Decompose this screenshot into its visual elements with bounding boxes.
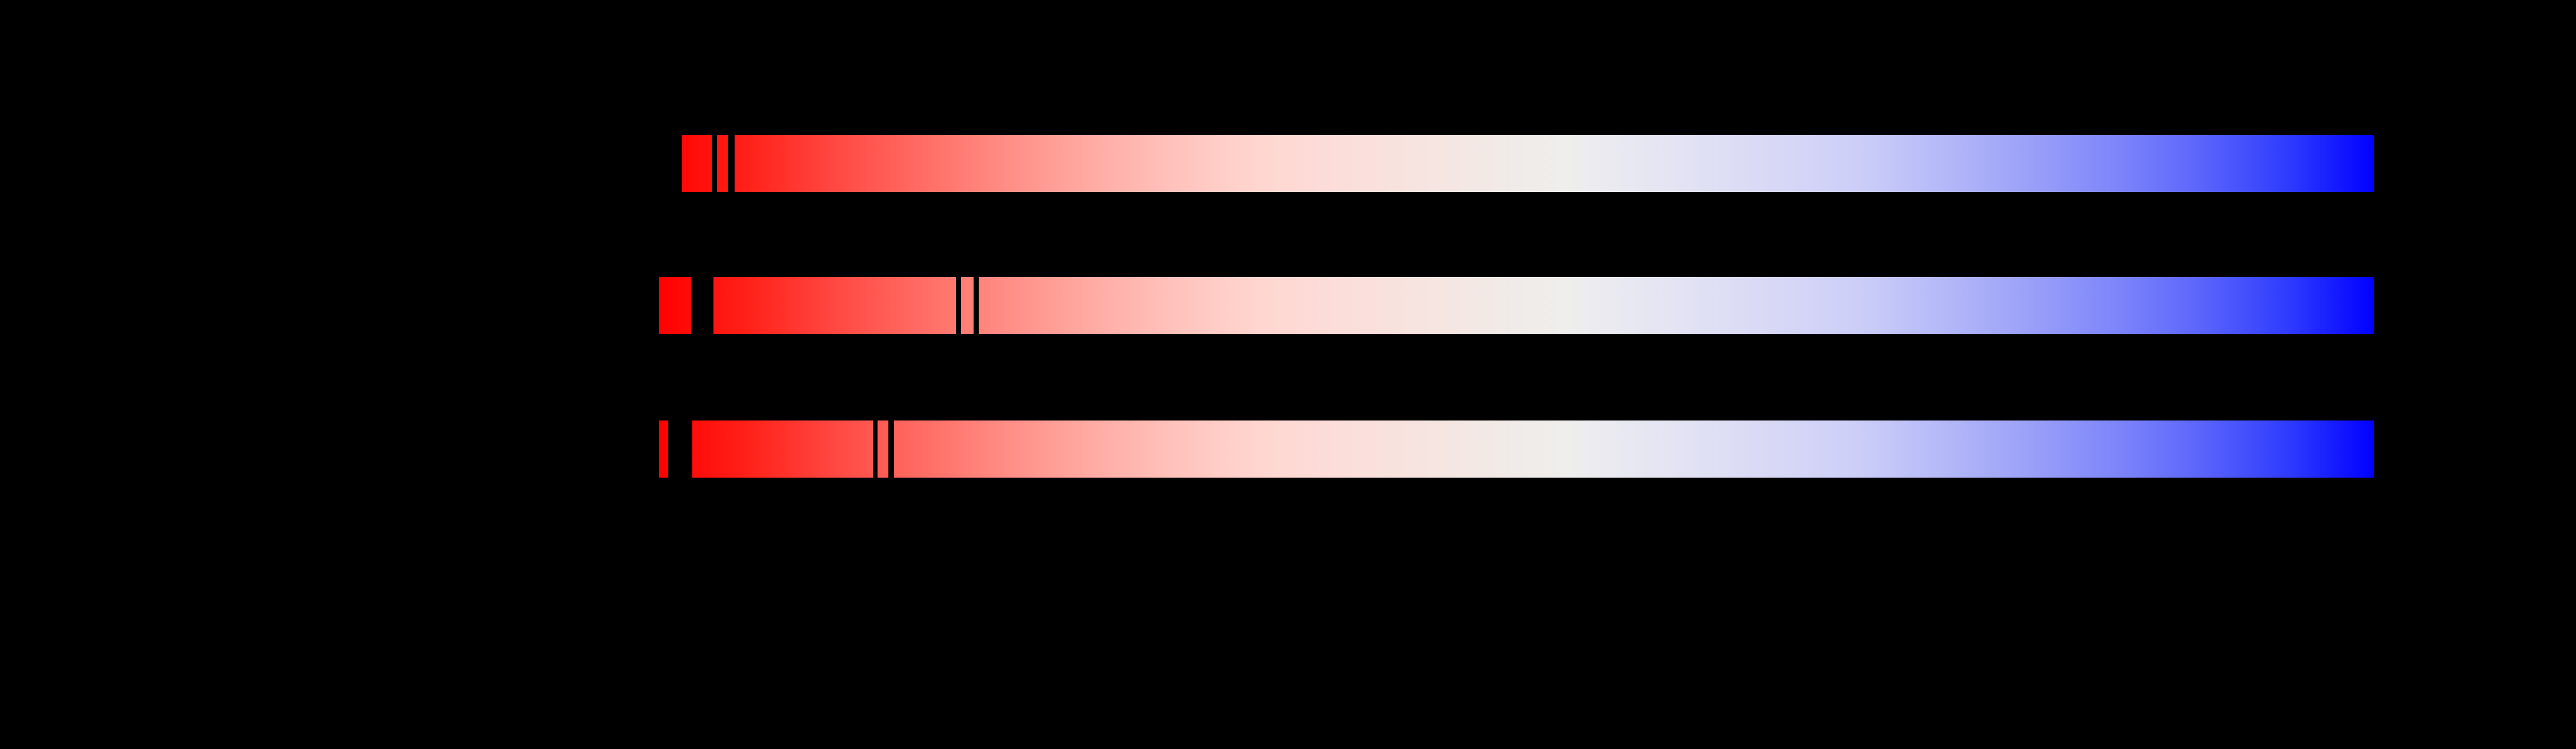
gradient-strip-strip-3 — [659, 420, 2374, 478]
thin-marker-line — [728, 135, 735, 192]
thick-marker-line — [691, 277, 713, 334]
thick-marker-line — [668, 420, 692, 478]
gradient-strip-strip-2 — [659, 277, 2374, 334]
thin-marker-line — [956, 277, 961, 334]
thin-marker-line — [712, 135, 717, 192]
thin-marker-line — [873, 420, 878, 478]
thin-marker-line — [888, 420, 894, 478]
gradient-strip-strip-1 — [659, 135, 2374, 192]
thick-marker-line — [659, 135, 682, 192]
thin-marker-line — [974, 277, 979, 334]
